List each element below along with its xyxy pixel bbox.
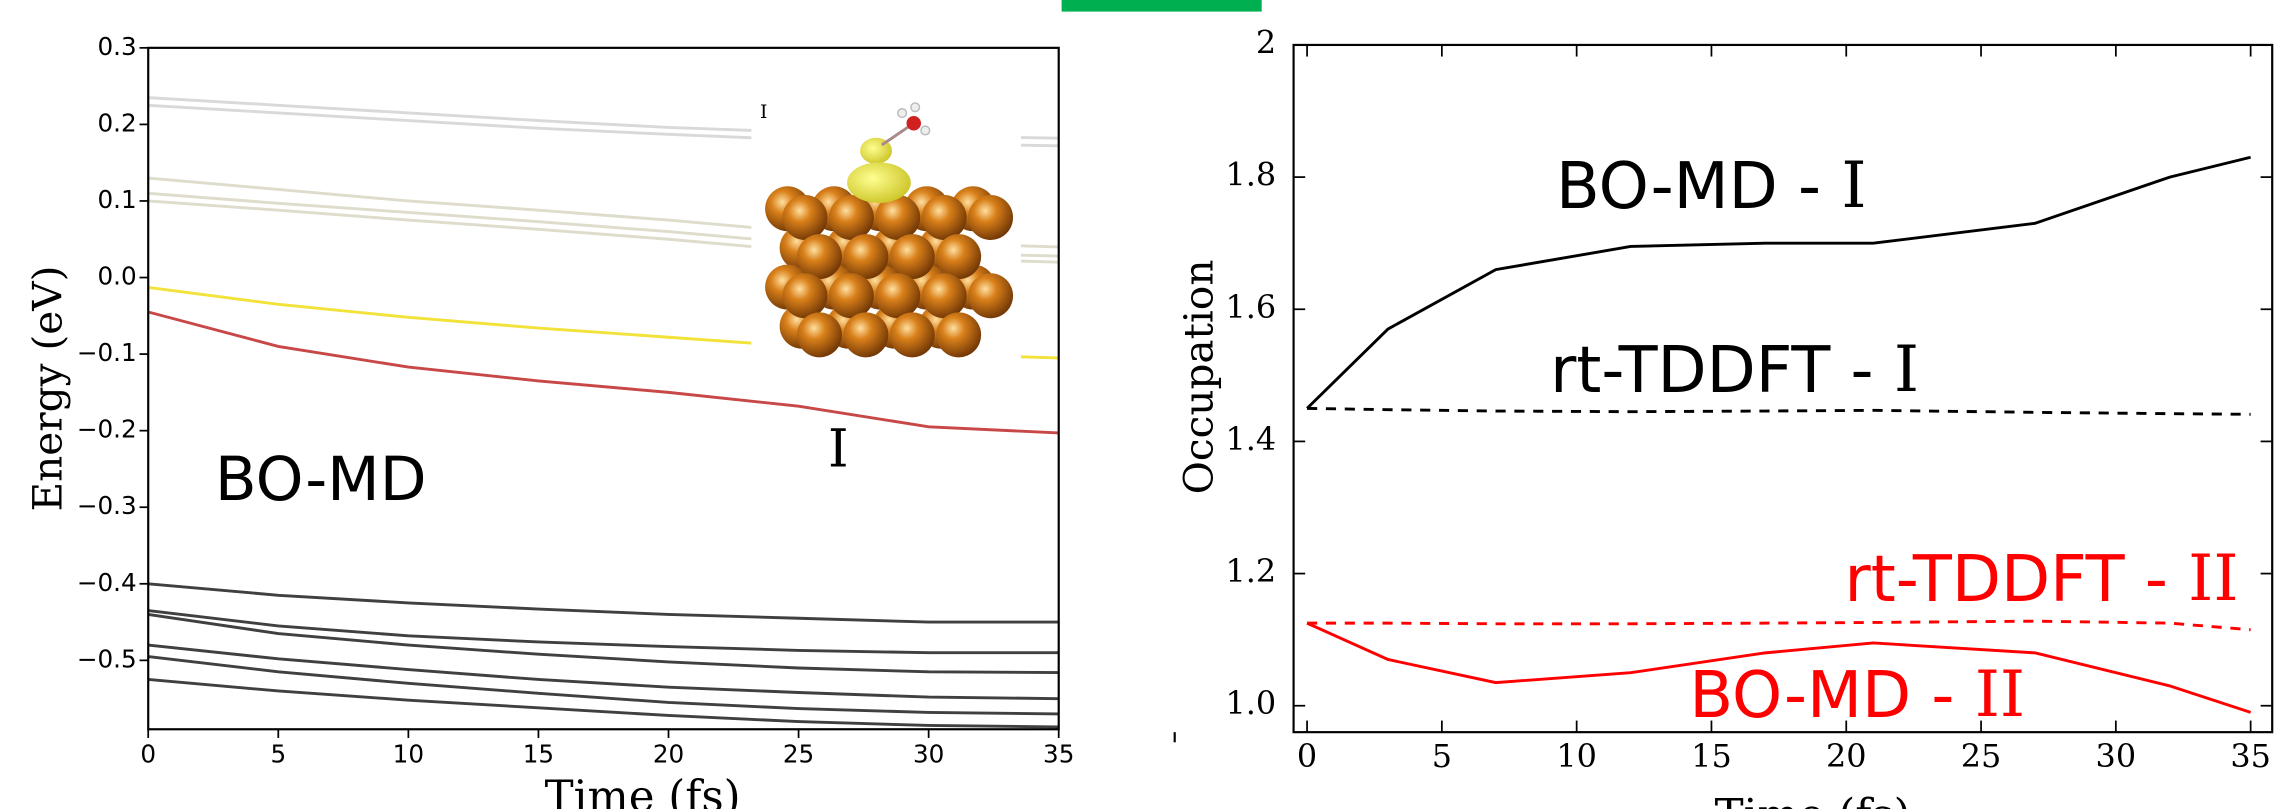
density-lobe	[847, 162, 911, 203]
copper-atom	[890, 234, 935, 279]
copper-atom	[797, 312, 842, 357]
top-bar	[1062, 0, 1262, 12]
data-line	[148, 611, 1058, 653]
inset-image: I	[751, 94, 1021, 362]
annotation: BO-MD	[215, 443, 427, 514]
x-tick-label: 30	[913, 739, 944, 768]
copper-atom	[968, 273, 1013, 318]
copper-atom	[783, 273, 828, 318]
y-tick-label: 2	[1256, 23, 1276, 61]
y-tick-label: −0.3	[77, 491, 137, 520]
y-axis-label: Occupation	[1175, 260, 1223, 495]
x-axis-label: Time (fs)	[1715, 791, 1911, 809]
inset-label: I	[760, 102, 767, 123]
x-tick-label: 10	[1556, 737, 1597, 775]
y-tick-label: 0.1	[97, 185, 136, 214]
copper-atom	[968, 195, 1013, 240]
screenshot: I051015202530350.30.20.10.0−0.1−0.2−0.3−…	[0, 0, 2274, 809]
x-tick-label: 5	[270, 739, 286, 768]
x-axis-label: Time (fs)	[545, 772, 741, 809]
copper-atom	[797, 234, 842, 279]
y-tick-label: −0.4	[77, 568, 137, 597]
y-tick-label: 1.2	[1225, 552, 1276, 590]
data-line	[1307, 621, 2251, 630]
annotation-text: BO-MD -	[1556, 150, 1841, 224]
copper-atom	[936, 234, 981, 279]
y-tick-label: 0.2	[97, 108, 136, 137]
copper-atom	[829, 273, 874, 318]
page: {"chart_data": [ {"type": "line", "x_lab…	[0, 0, 2274, 809]
copper-atom	[843, 234, 888, 279]
y-tick-label: 1.4	[1225, 420, 1276, 458]
x-tick-label: 20	[1826, 737, 1867, 775]
y-tick-label: 1.0	[1225, 684, 1276, 722]
x-tick-label: 0	[1297, 737, 1317, 775]
copper-atom	[890, 312, 935, 357]
y-tick-label: 0.0	[97, 262, 136, 291]
annotation-text: rt-TDDFT -	[1845, 542, 2189, 616]
annotation-numeral: II	[2188, 541, 2238, 615]
annotation-numeral: I	[1894, 333, 1919, 407]
annotation-text: BO-MD	[215, 443, 427, 514]
copper-atom	[922, 273, 967, 318]
copper-atom	[783, 195, 828, 240]
copper-atom	[829, 195, 874, 240]
x-tick-label: 10	[393, 739, 424, 768]
annotation-numeral: I	[828, 419, 849, 479]
oxygen-atom	[906, 116, 920, 130]
x-tick-label: 0	[140, 739, 156, 768]
x-tick-label: 25	[783, 739, 814, 768]
annotation: BO-MD - II	[1689, 657, 2025, 732]
y-tick-label: −0.2	[77, 415, 137, 444]
hydrogen-atom	[898, 109, 907, 118]
x-tick-label: 15	[523, 739, 554, 768]
data-line	[148, 679, 1058, 726]
y-axis-label: Energy (eV)	[24, 266, 72, 512]
data-line	[148, 584, 1058, 622]
data-line	[1307, 408, 2251, 414]
annotation: rt-TDDFT - I	[1550, 333, 1919, 408]
y-tick-label: −0.5	[77, 644, 137, 673]
copper-atom	[843, 312, 888, 357]
annotation-text: BO-MD -	[1689, 658, 1974, 732]
annotation-text: rt-TDDFT -	[1550, 334, 1894, 408]
copper-atom	[936, 312, 981, 357]
hydrogen-atom	[911, 103, 920, 112]
copper-atom	[875, 273, 920, 318]
annotation-numeral: I	[1841, 148, 1866, 222]
x-tick-label: 30	[2096, 737, 2137, 775]
x-tick-label: 20	[653, 739, 684, 768]
annotation: BO-MD - I	[1556, 148, 1867, 223]
x-tick-label: 25	[1961, 737, 2002, 775]
x-tick-label: 15	[1691, 737, 1732, 775]
data-line	[148, 657, 1058, 714]
y-tick-label: 0.3	[97, 32, 136, 61]
annotation: rt-TDDFT - II	[1845, 541, 2239, 616]
hydrogen-atom	[921, 126, 930, 135]
copper-atom	[922, 195, 967, 240]
x-tick-label: 35	[1043, 739, 1074, 768]
y-tick-label: 1.8	[1225, 156, 1276, 194]
x-tick-label: 5	[1432, 737, 1452, 775]
annotation-numeral: II	[1975, 657, 2025, 731]
x-tick-label: 35	[2230, 737, 2271, 775]
plot-area	[1307, 157, 2251, 712]
annotation: I	[828, 419, 849, 479]
y-tick-label: 1.6	[1225, 288, 1276, 326]
y-tick-label: −0.1	[77, 338, 137, 367]
